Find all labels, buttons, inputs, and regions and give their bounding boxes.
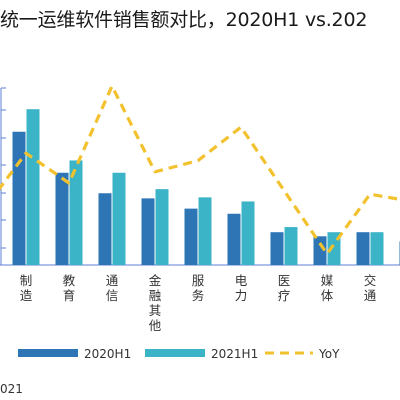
bar-2020h1-4 [184, 208, 198, 265]
bar-2020h1-0 [12, 131, 26, 265]
x-tick-label: 服务 [192, 273, 205, 303]
bar-2021h1-4 [198, 197, 212, 265]
yoy-line [0, 84, 400, 256]
x-tick-label: 教育 [63, 273, 76, 303]
bar-2020h1-6 [270, 232, 284, 265]
bar-2020h1-7 [313, 236, 327, 265]
bar-2021h1-0 [26, 109, 40, 265]
x-tick-label: 交通 [364, 273, 377, 303]
legend: 2020H1 2021H1 YoY [18, 347, 340, 361]
x-tick-label: 金融其他 [149, 273, 162, 333]
x-tick-labels: 制造教育通信金融其他服务电力医疗媒体交通能源 [20, 273, 377, 333]
legend-label: 2021H1 [211, 347, 258, 361]
x-tick-label: 医疗 [278, 273, 291, 303]
bar-2020h1-1 [55, 172, 69, 265]
bar-series-group [1, 87, 400, 265]
bar-2020h1-5 [227, 213, 241, 265]
legend-item-2: YoY [265, 347, 340, 361]
bar-2021h1-8 [370, 232, 384, 265]
legend-item-1: 2021H1 [145, 347, 258, 361]
x-tick-label: 制造 [20, 273, 33, 303]
x-tick-label: 媒体 [321, 273, 334, 303]
bar-2020h1-3 [141, 198, 155, 265]
legend-item-0: 2020H1 [18, 347, 131, 361]
chart-title: 统一运维软件销售额对比，2020H1 vs.202 [0, 9, 368, 31]
legend-label: YoY [318, 347, 340, 361]
bar-2021h1-1 [69, 160, 83, 265]
legend-swatch [18, 349, 78, 357]
bar-2021h1-3 [155, 189, 169, 265]
legend-label: 2020H1 [84, 347, 131, 361]
bar-2021h1-5 [241, 201, 255, 265]
legend-swatch [145, 349, 205, 357]
bar-2021h1-7 [327, 232, 341, 265]
bar-2020h1-8 [356, 232, 370, 265]
bar-2021h1-6 [284, 227, 298, 265]
source-note: 021 [0, 382, 23, 396]
x-tick-label: 通信 [106, 273, 119, 303]
bar-2020h1-2 [98, 193, 112, 265]
x-tick-label: 电力 [235, 273, 248, 303]
bar-2021h1-2 [112, 172, 126, 265]
